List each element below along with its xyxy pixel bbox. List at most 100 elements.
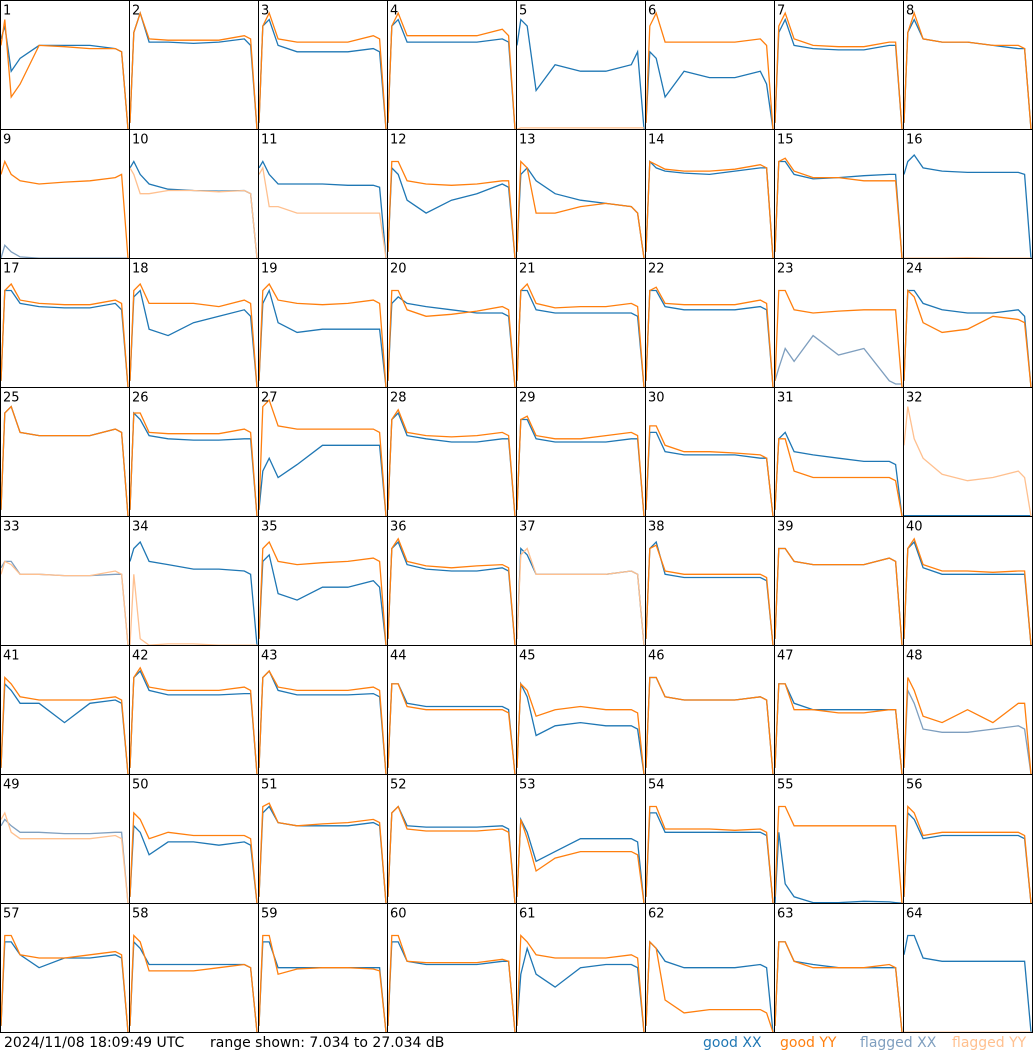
spectrum-yy (774, 157, 903, 259)
spectrum-yy (903, 406, 1032, 517)
spectrum-yy (0, 19, 129, 130)
panel: 38 (645, 516, 775, 646)
spectrum-xx (258, 160, 387, 259)
spectrum-yy (516, 682, 645, 775)
panel-label: 60 (390, 907, 407, 922)
spectrum-xx (129, 160, 258, 259)
panel: 20 (387, 258, 517, 388)
panel-label: 29 (519, 391, 536, 406)
spectrum-xx (645, 289, 774, 388)
spectrum-xx (516, 418, 645, 517)
panel-label: 23 (777, 262, 794, 277)
panel: 22 (645, 258, 775, 388)
panel: 13 (516, 129, 646, 259)
panel: 48 (903, 645, 1033, 775)
panel-border (0, 516, 130, 646)
panel-label: 30 (648, 391, 665, 406)
panel-border (645, 774, 775, 904)
panel-border (903, 129, 1033, 259)
spectrum-yy (258, 398, 387, 517)
spectrum-xx (0, 405, 129, 517)
panel-label: 1 (3, 4, 11, 19)
spectrum-xx (903, 18, 1032, 130)
panel-border (774, 774, 904, 904)
spectrum-yy (0, 811, 129, 904)
panel: 47 (774, 645, 904, 775)
spectrum-xx (645, 940, 774, 1033)
panel-border (387, 903, 517, 1033)
spectrum-xx (0, 682, 129, 775)
legend-entry: good XX (703, 1035, 762, 1051)
panel-border (645, 129, 775, 259)
panel-label: 4 (390, 4, 398, 19)
spectrum-yy (0, 405, 129, 517)
spectrum-yy (258, 166, 387, 259)
spectrum-yy (258, 669, 387, 775)
panel-border (645, 645, 775, 775)
panel-label: 49 (3, 778, 20, 793)
spectrum-xx (903, 540, 1032, 646)
panel-border (774, 129, 904, 259)
spectrum-xx (129, 824, 258, 904)
spectrum-yy (903, 11, 1032, 130)
panel-border (0, 645, 130, 775)
panel: 9 (0, 129, 130, 259)
spectrum-xx (129, 540, 258, 646)
spectrum-yy (645, 676, 774, 775)
spectrum-xx (516, 816, 645, 904)
panel: 63 (774, 903, 904, 1033)
panel: 29 (516, 387, 646, 517)
panel-border (387, 129, 517, 259)
spectrum-xx (258, 553, 387, 646)
panel: 10 (129, 129, 259, 259)
spectrum-yy (387, 160, 516, 259)
panel: 26 (129, 387, 259, 517)
panel-border (903, 903, 1033, 1033)
panel-label: 15 (777, 133, 794, 148)
spectrum-yy (774, 547, 903, 646)
panel: 35 (258, 516, 388, 646)
spectrum-yy (516, 127, 644, 130)
spectrum-yy (258, 11, 387, 130)
panel: 31 (774, 387, 904, 517)
spectrum-xx (774, 17, 903, 130)
panel-label: 13 (519, 133, 536, 148)
panel-label: 47 (777, 649, 794, 664)
spectrum-yy (903, 288, 1032, 388)
panel-border (258, 645, 388, 775)
spectrum-yy (129, 282, 258, 388)
spectrum-xx (774, 334, 902, 385)
panel-label: 44 (390, 649, 407, 664)
panel-border (258, 129, 388, 259)
panel-border (129, 0, 259, 130)
panel: 61 (516, 903, 646, 1033)
panel-label: 36 (390, 520, 407, 535)
spectrum-yy (387, 11, 516, 130)
spectrum-yy (258, 802, 387, 904)
timestamp: 2024/11/08 18:09:49 UTC (4, 1035, 184, 1051)
spectrum-xx (645, 431, 774, 517)
panel: 44 (387, 645, 517, 775)
panel: 51 (258, 774, 388, 904)
panel-label: 40 (906, 520, 923, 535)
panel-label: 56 (906, 778, 923, 793)
spectrum-yy (774, 805, 903, 904)
spectrum-xx (387, 683, 516, 775)
spectrum-yy (903, 537, 1032, 646)
spectrum-xx (645, 676, 774, 775)
spectrum-xx (0, 818, 129, 904)
spectrum-xx (645, 159, 774, 259)
panel-border (387, 774, 517, 904)
spectrum-xx (258, 444, 387, 517)
panel-border (258, 387, 388, 517)
panel: 23 (774, 258, 904, 388)
panel-label: 18 (132, 262, 149, 277)
spectrum-xx (645, 812, 774, 904)
panel-label: 11 (261, 133, 278, 148)
spectrum-xx (774, 547, 903, 646)
panel: 4 (387, 0, 517, 130)
panel: 43 (258, 645, 388, 775)
panel-label: 16 (906, 133, 923, 148)
panel-label: 57 (3, 907, 20, 922)
